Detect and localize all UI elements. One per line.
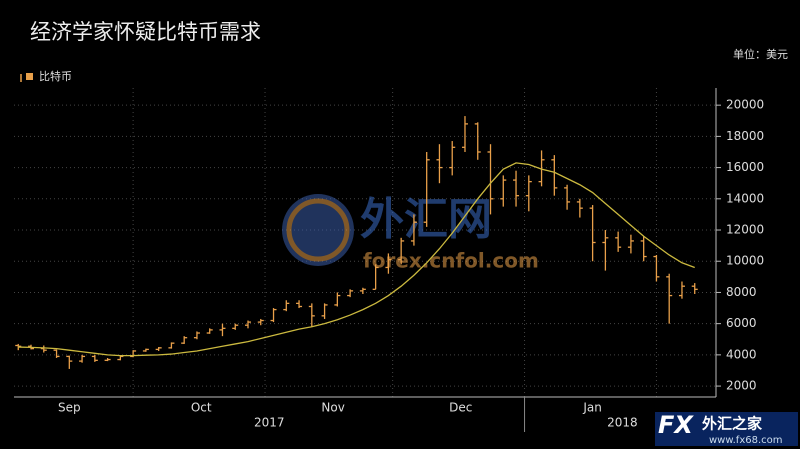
y-tick-label: 14000	[726, 191, 764, 205]
moving-average-line	[18, 162, 695, 357]
y-tick-label: 10000	[726, 254, 764, 268]
chart-title: 经济学家怀疑比特币需求	[30, 20, 261, 44]
y-tick-label: 12000	[726, 223, 764, 237]
watermark-url: forex.cnfol.com	[363, 249, 539, 273]
corner-watermark-url: www.fx68.com	[709, 435, 783, 446]
legend-swatch	[26, 73, 33, 80]
corner-watermark-fx: FX	[658, 411, 694, 439]
x-tick-label: Oct	[191, 401, 212, 415]
year-label: 2018	[607, 416, 638, 430]
y-tick-label: 4000	[726, 347, 757, 361]
y-tick-label: 16000	[726, 160, 764, 174]
x-tick-label: Jan	[582, 401, 602, 415]
legend-label: 比特币	[39, 69, 72, 83]
x-tick-label: Sep	[58, 401, 81, 415]
watermark-logo	[282, 194, 354, 266]
watermark-logo-ring	[286, 198, 350, 262]
unit-label: 单位：美元	[733, 47, 788, 61]
x-tick-label: Nov	[321, 401, 344, 415]
watermark-text: 外汇网	[360, 194, 492, 245]
y-tick-label: 18000	[726, 129, 764, 143]
corner-watermark-bg	[655, 412, 798, 446]
y-tick-label: 2000	[726, 379, 757, 393]
corner-watermark: FX 外汇之家 www.fx68.com	[655, 411, 798, 446]
year-label: 2017	[254, 416, 285, 430]
legend: 比特币	[20, 69, 72, 83]
x-tick-label: Dec	[449, 401, 472, 415]
y-tick-label: 8000	[726, 285, 757, 299]
y-tick-label: 20000	[726, 98, 764, 112]
watermark: 外汇网 forex.cnfol.com	[282, 194, 539, 273]
y-tick-label: 6000	[726, 316, 757, 330]
corner-watermark-text: 外汇之家	[701, 415, 762, 433]
